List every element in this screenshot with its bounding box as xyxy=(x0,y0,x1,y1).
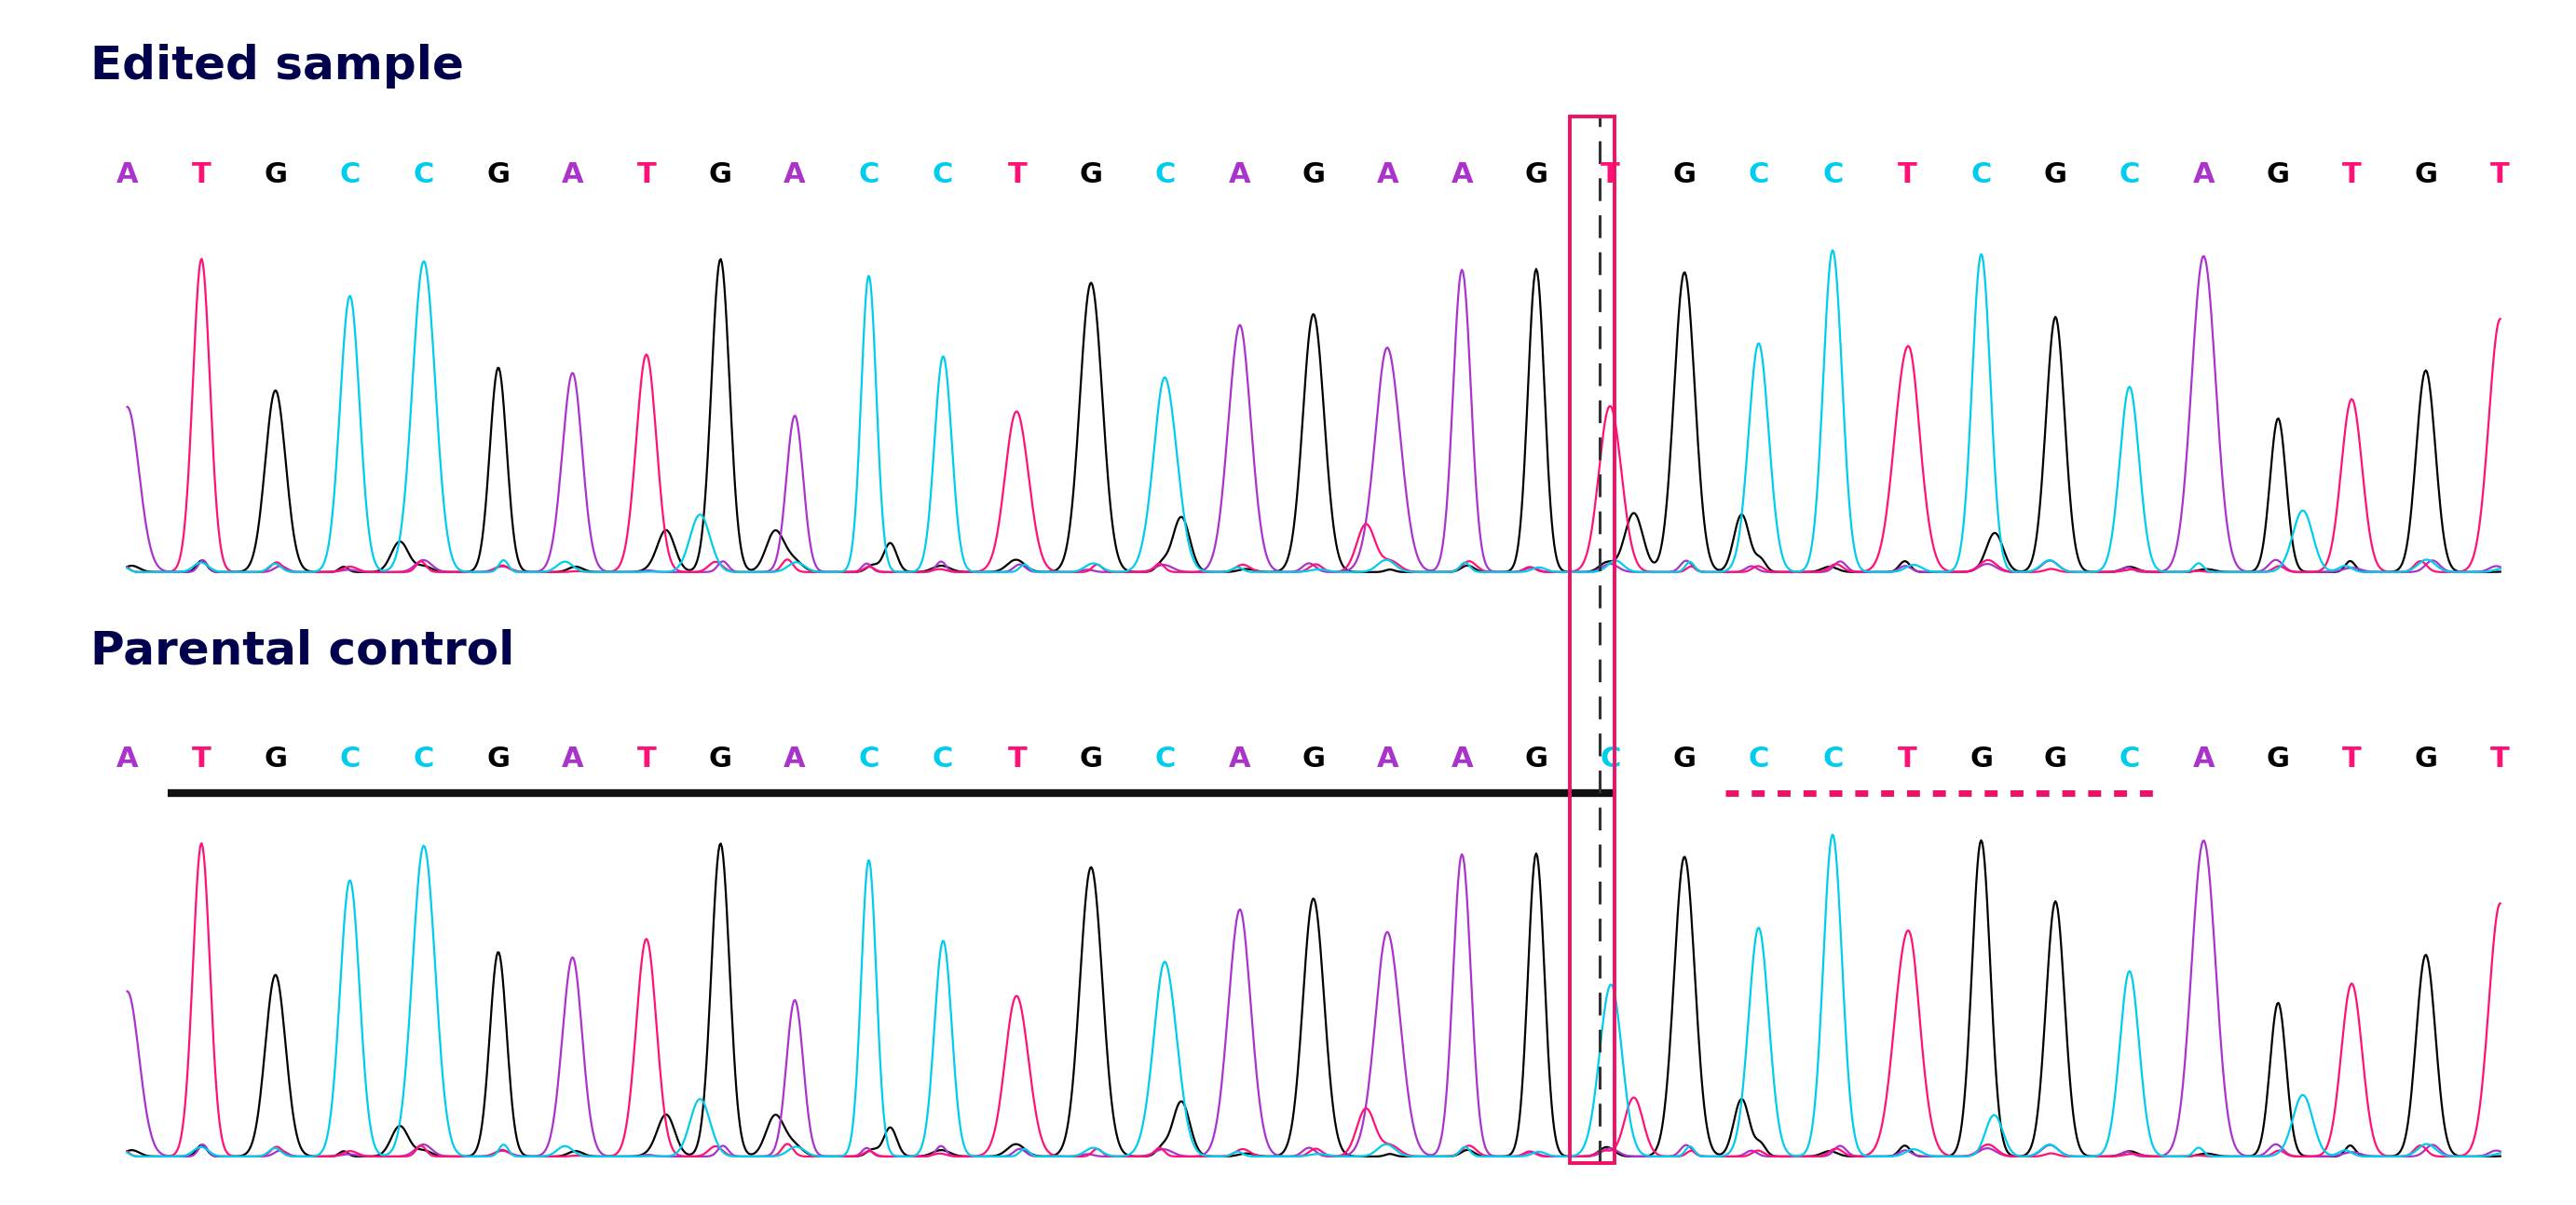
Text: G: G xyxy=(1672,161,1695,188)
Text: A: A xyxy=(1450,746,1473,772)
Text: G: G xyxy=(2043,161,2066,188)
Text: G: G xyxy=(1301,746,1327,772)
Text: A: A xyxy=(562,746,582,772)
Text: C: C xyxy=(858,746,878,772)
Text: T: T xyxy=(1600,161,1620,188)
Text: T: T xyxy=(2491,746,2509,772)
Text: A: A xyxy=(783,161,806,188)
Text: G: G xyxy=(1971,746,1994,772)
Text: G: G xyxy=(2267,746,2290,772)
Text: G: G xyxy=(1079,161,1103,188)
Text: C: C xyxy=(412,746,435,772)
Text: C: C xyxy=(412,161,435,188)
Text: C: C xyxy=(1971,161,1991,188)
Text: G: G xyxy=(2414,161,2437,188)
Text: A: A xyxy=(116,161,139,188)
Text: G: G xyxy=(1301,161,1327,188)
Text: C: C xyxy=(858,161,878,188)
Text: A: A xyxy=(2192,161,2215,188)
Text: C: C xyxy=(2120,746,2141,772)
Text: T: T xyxy=(1007,746,1028,772)
Text: T: T xyxy=(2342,746,2362,772)
Text: C: C xyxy=(340,161,361,188)
Text: A: A xyxy=(1229,746,1249,772)
Text: G: G xyxy=(487,161,510,188)
Text: C: C xyxy=(1749,746,1770,772)
Text: G: G xyxy=(1525,746,1548,772)
Text: A: A xyxy=(2192,746,2215,772)
Text: T: T xyxy=(1007,161,1028,188)
Text: T: T xyxy=(1899,161,1917,188)
Text: G: G xyxy=(708,746,732,772)
Text: C: C xyxy=(1821,161,1844,188)
Text: G: G xyxy=(2414,746,2437,772)
Text: C: C xyxy=(1749,161,1770,188)
Text: T: T xyxy=(636,161,657,188)
Text: A: A xyxy=(1229,161,1249,188)
Text: G: G xyxy=(2267,161,2290,188)
Text: T: T xyxy=(191,161,211,188)
Text: G: G xyxy=(263,161,286,188)
Text: C: C xyxy=(2120,161,2141,188)
Text: G: G xyxy=(1672,746,1695,772)
Text: T: T xyxy=(1899,746,1917,772)
Text: C: C xyxy=(933,746,953,772)
Text: G: G xyxy=(708,161,732,188)
Text: G: G xyxy=(263,746,286,772)
Text: A: A xyxy=(1378,746,1399,772)
Text: A: A xyxy=(1378,161,1399,188)
Text: A: A xyxy=(116,746,139,772)
Text: A: A xyxy=(783,746,806,772)
Text: Edited sample: Edited sample xyxy=(90,43,464,89)
Text: T: T xyxy=(2342,161,2362,188)
Text: T: T xyxy=(636,746,657,772)
Text: C: C xyxy=(933,161,953,188)
Text: C: C xyxy=(1600,746,1620,772)
Text: A: A xyxy=(1450,161,1473,188)
Text: T: T xyxy=(2491,161,2509,188)
Text: C: C xyxy=(1821,746,1844,772)
Text: Parental control: Parental control xyxy=(90,628,515,674)
Text: C: C xyxy=(1154,161,1175,188)
Text: G: G xyxy=(2043,746,2066,772)
Text: C: C xyxy=(1154,746,1175,772)
Text: G: G xyxy=(1525,161,1548,188)
Text: G: G xyxy=(487,746,510,772)
Text: G: G xyxy=(1079,746,1103,772)
Text: T: T xyxy=(191,746,211,772)
Text: A: A xyxy=(562,161,582,188)
Text: C: C xyxy=(340,746,361,772)
